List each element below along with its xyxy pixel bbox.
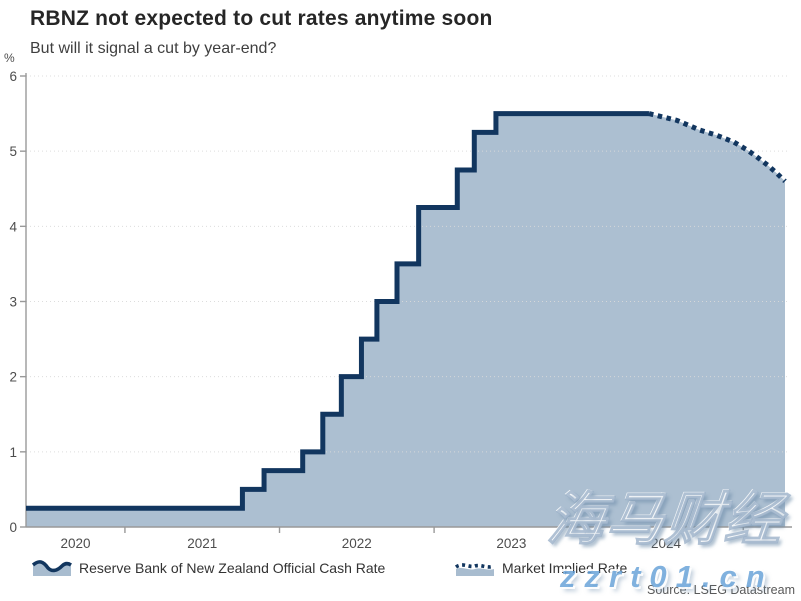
market-implied-dotted-line — [648, 111, 787, 184]
legend-label-market-implied-rate: Market Implied Rate — [502, 560, 628, 576]
legend-item-official-cash-rate: Reserve Bank of New Zealand Official Cas… — [32, 558, 385, 578]
chart-subtitle: But will it signal a cut by year-end? — [30, 40, 277, 57]
y-axis-tick-label: 0 — [9, 520, 17, 535]
x-axis-tick-label: 2024 — [651, 536, 682, 551]
x-axis-tick-label: 2023 — [496, 536, 526, 551]
chart-title: RBNZ not expected to cut rates anytime s… — [30, 7, 493, 30]
x-axis-tick-label: 2020 — [60, 536, 90, 551]
x-axis-tick-label: 2022 — [342, 536, 372, 551]
y-axis-tick-label: 2 — [9, 370, 17, 385]
y-axis-tick-label: 1 — [9, 445, 17, 460]
y-axis-tick-label: 5 — [9, 144, 17, 159]
y-axis-tick-label: 6 — [9, 69, 17, 84]
y-axis-tick-label: 3 — [9, 295, 17, 310]
x-axis-tick-label: 2021 — [187, 536, 217, 551]
legend-item-market-implied-rate: Market Implied Rate — [455, 558, 627, 578]
legend-label-official-cash-rate: Reserve Bank of New Zealand Official Cas… — [79, 560, 386, 576]
dotted-line-legend-swatch — [455, 563, 495, 576]
y-axis-unit-label: % — [4, 51, 15, 65]
y-axis-tick-label: 4 — [9, 219, 17, 234]
area-line-legend-swatch — [32, 560, 72, 576]
official-cash-rate-step-line — [26, 111, 649, 511]
rate-area-fill — [26, 113, 785, 527]
source-attribution: Source: LSEG Datastream — [647, 583, 795, 597]
